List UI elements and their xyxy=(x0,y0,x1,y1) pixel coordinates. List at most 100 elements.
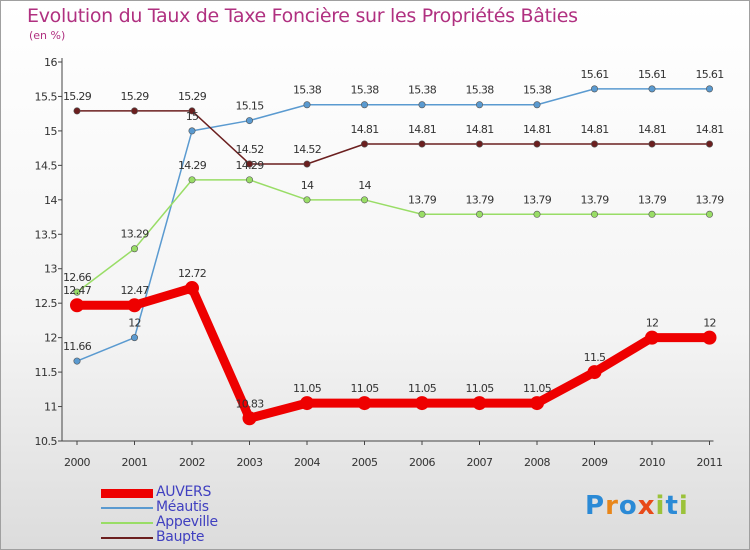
data-label-baupte: 15.29 xyxy=(63,90,92,103)
data-label-appeville: 14 xyxy=(358,179,371,192)
data-point-baupte xyxy=(303,160,311,168)
logo-letter: t xyxy=(665,491,679,521)
data-label-auvers: 11.05 xyxy=(466,382,495,395)
y-tick-label: 15.5 xyxy=(35,90,58,103)
data-label-auvers: 12.72 xyxy=(178,267,206,280)
data-point-baupte xyxy=(360,140,368,148)
data-point-appeville xyxy=(418,210,426,218)
data-label-baupte: 14.81 xyxy=(351,123,379,136)
y-tick-label: 13 xyxy=(44,263,57,276)
y-tick-label: 16 xyxy=(44,56,57,69)
data-point-baupte xyxy=(590,140,598,148)
data-point-meautis xyxy=(590,85,598,93)
data-point-meautis xyxy=(73,357,81,365)
data-point-auvers xyxy=(645,330,659,345)
series-line-appeville xyxy=(76,179,711,293)
data-point-baupte xyxy=(73,107,81,115)
data-label-auvers: 11.05 xyxy=(351,382,380,395)
data-label-meautis: 11.66 xyxy=(63,340,92,353)
data-point-appeville xyxy=(360,196,368,204)
data-point-meautis xyxy=(705,85,713,93)
data-label-meautis: 15.61 xyxy=(638,68,666,81)
data-label-meautis: 15.38 xyxy=(408,84,437,97)
data-label-appeville: 14.29 xyxy=(236,159,265,172)
series-baupte xyxy=(73,107,713,168)
data-point-baupte xyxy=(533,140,541,148)
data-point-auvers xyxy=(472,396,487,411)
proxiti-logo: Proxiti xyxy=(585,491,689,521)
data-point-appeville xyxy=(648,210,656,218)
data-label-meautis: 15.61 xyxy=(696,68,724,81)
data-label-appeville: 13.79 xyxy=(581,193,610,206)
logo-letter: P xyxy=(585,491,606,521)
data-point-meautis xyxy=(188,127,196,135)
data-point-meautis xyxy=(246,117,254,125)
x-tick-label: 2000 xyxy=(64,456,90,469)
series-line-baupte xyxy=(76,110,711,165)
data-label-meautis: 15 xyxy=(186,110,199,123)
series-meautis xyxy=(73,85,713,365)
data-label-baupte: 15.29 xyxy=(121,90,150,103)
data-label-baupte: 14.81 xyxy=(581,123,609,136)
data-label-appeville: 13.79 xyxy=(696,193,725,206)
data-label-appeville: 14 xyxy=(301,179,314,192)
x-tick-label: 2005 xyxy=(352,456,378,469)
data-point-baupte xyxy=(705,140,713,148)
data-point-meautis xyxy=(418,101,426,109)
data-label-meautis: 15.61 xyxy=(581,68,609,81)
data-point-auvers xyxy=(242,411,257,426)
data-label-baupte: 14.81 xyxy=(408,123,436,136)
data-label-baupte: 15.29 xyxy=(178,90,207,103)
data-point-auvers xyxy=(357,396,372,411)
y-tick-label: 11 xyxy=(44,401,57,414)
data-point-appeville xyxy=(705,210,713,218)
y-tick-label: 14 xyxy=(44,194,57,207)
data-point-appeville xyxy=(131,245,139,253)
data-label-meautis: 12 xyxy=(128,317,141,330)
legend-swatch xyxy=(101,488,153,498)
series-line-meautis xyxy=(76,88,711,362)
data-point-appeville xyxy=(246,176,254,184)
x-tick-label: 2003 xyxy=(237,456,263,469)
series-line-auvers xyxy=(72,283,714,423)
data-point-auvers xyxy=(185,281,199,296)
data-label-meautis: 15.38 xyxy=(523,84,552,97)
data-label-meautis: 15.38 xyxy=(466,84,495,97)
data-label-appeville: 13.79 xyxy=(523,193,552,206)
data-label-auvers: 11.05 xyxy=(293,382,322,395)
data-point-meautis xyxy=(475,101,483,109)
data-point-appeville xyxy=(533,210,541,218)
data-label-auvers: 12.47 xyxy=(63,284,92,297)
x-tick-label: 2009 xyxy=(582,456,608,469)
legend-label: AUVERS xyxy=(156,484,212,500)
data-point-baupte xyxy=(131,107,139,115)
data-point-meautis xyxy=(360,101,368,109)
data-point-appeville xyxy=(188,176,196,184)
legend-swatch xyxy=(101,522,153,524)
legend-label: Méautis xyxy=(156,499,209,515)
y-tick-label: 10.5 xyxy=(35,435,58,448)
logo-letter: i xyxy=(678,491,689,521)
x-tick-label: 2007 xyxy=(467,456,493,469)
data-point-baupte xyxy=(246,160,254,168)
series-layer xyxy=(70,85,717,426)
x-tick-label: 2010 xyxy=(639,456,665,469)
legend-label: Baupte xyxy=(156,529,205,545)
x-tick-label: 2008 xyxy=(524,456,550,469)
data-point-baupte xyxy=(648,140,656,148)
y-tick-label: 12 xyxy=(44,332,57,345)
data-label-auvers: 11.5 xyxy=(584,351,606,364)
x-tick-label: 2004 xyxy=(294,456,320,469)
data-label-auvers: 12.47 xyxy=(121,284,150,297)
data-label-auvers: 10.83 xyxy=(236,397,265,410)
data-point-baupte xyxy=(188,107,196,115)
data-label-baupte: 14.81 xyxy=(466,123,494,136)
series-auvers xyxy=(70,281,717,426)
data-point-baupte xyxy=(418,140,426,148)
data-label-baupte: 14.81 xyxy=(638,123,666,136)
x-tick-label: 2011 xyxy=(697,456,723,469)
axes: 10.5 11 11.5 12 12.5 13 13.5 14 14.5 15 15.5 16 2000… xyxy=(35,56,724,469)
data-label-appeville: 13.79 xyxy=(408,193,437,206)
